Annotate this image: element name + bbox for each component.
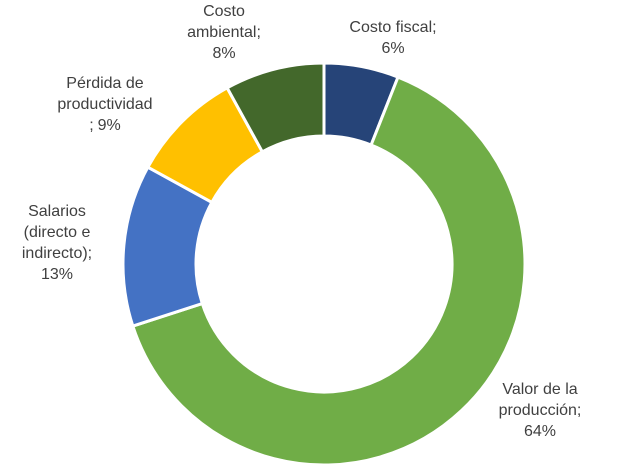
label-line: producción; (499, 402, 582, 419)
data-label: Costo ambiental; 8% (187, 3, 261, 62)
value-label: 8% (212, 45, 235, 62)
label-line: (directo e (24, 224, 91, 241)
label-line: Salarios (28, 203, 86, 220)
label-line: ; (89, 117, 93, 134)
label-line: productividad (57, 96, 152, 113)
label-line: Costo (203, 3, 245, 20)
donut-segment (130, 75, 527, 465)
label-line: ambiental; (187, 24, 261, 41)
value-label: 64% (524, 423, 556, 440)
label-line: Pérdida de (66, 75, 143, 92)
value-label: 13% (41, 266, 73, 283)
label-line: Valor de la (502, 381, 577, 398)
donut-segment (225, 61, 326, 154)
value-label: 9% (98, 117, 121, 134)
label-line: indirecto); (22, 245, 92, 262)
data-label: Valor de la producción; 64% (499, 381, 582, 440)
data-label: Pérdida de productividad; 9% (57, 75, 152, 134)
label-line: Costo fiscal; (349, 19, 436, 36)
data-label: Costo fiscal; 6% (349, 19, 436, 57)
data-label: Salarios (directo e indirecto); 13% (22, 203, 92, 283)
value-label: 6% (381, 40, 404, 57)
